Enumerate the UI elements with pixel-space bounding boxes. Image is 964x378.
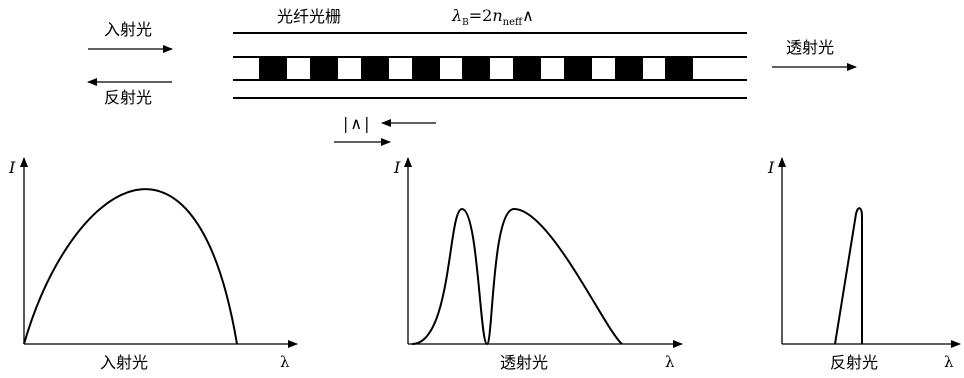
- bragg-sub-b: B: [462, 18, 469, 29]
- grating-block: [564, 58, 592, 79]
- plot2-y-label: I: [394, 158, 401, 177]
- grating-block: [310, 58, 338, 79]
- bragg-sub-neff: neff: [502, 17, 523, 29]
- plot2-x-label: λ: [665, 353, 675, 371]
- transmitted-light-label: 透射光: [786, 38, 835, 57]
- arrows: [87, 45, 857, 146]
- bragg-period: ∧: [522, 6, 534, 25]
- plot1-axes: [20, 157, 298, 348]
- plot2-caption: 透射光: [500, 353, 549, 372]
- incident-light-label: 入射光: [104, 20, 153, 39]
- grating-block: [412, 58, 440, 79]
- plot2-axes: [404, 157, 683, 348]
- plot1-y-label: I: [9, 158, 16, 177]
- bragg-lambda: λ: [452, 6, 463, 25]
- plot1-curve: [23, 188, 238, 345]
- grating-block: [513, 58, 541, 79]
- period-marker: |∧|: [343, 114, 372, 133]
- grating-block: [462, 58, 490, 79]
- grating-block: [361, 58, 389, 79]
- plot2-curve: [411, 207, 623, 346]
- bragg-equation: λB=2nneff∧: [452, 8, 534, 28]
- reflected-light-label: 反射光: [104, 88, 153, 107]
- plot3-caption: 反射光: [830, 353, 879, 372]
- plot3-x-label: λ: [944, 353, 954, 371]
- plot1-caption: 入射光: [100, 353, 149, 372]
- bragg-equals-two: =2: [468, 6, 493, 25]
- plot3-y-label: I: [768, 158, 775, 177]
- grating-block: [665, 58, 693, 79]
- plot1-x-label: λ: [280, 353, 290, 371]
- grating-block: [259, 58, 287, 79]
- plot3-axes: [778, 157, 961, 348]
- fiber-grating-label: 光纤光栅: [277, 7, 342, 26]
- plot3-curve: [834, 207, 863, 345]
- fiber-grating: [233, 32, 747, 99]
- bragg-n: n: [492, 6, 503, 25]
- grating-block: [615, 58, 643, 79]
- grating-blocks: [259, 58, 693, 79]
